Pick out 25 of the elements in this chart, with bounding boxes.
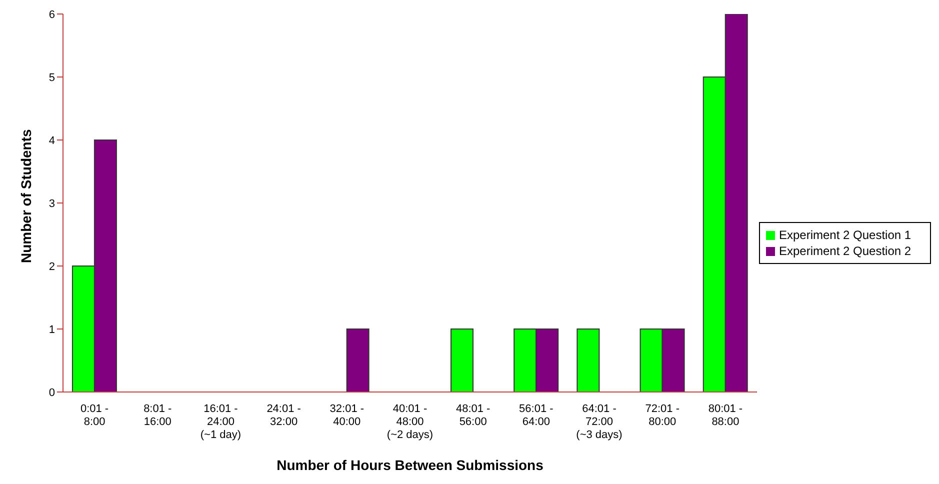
x-tick-label: 80:01 - 88:00: [708, 403, 743, 428]
y-tick-label: 1: [48, 324, 55, 336]
bar: [346, 328, 370, 392]
x-tick-label: 48:01 - 56:00: [456, 403, 491, 428]
bar: [450, 328, 474, 392]
y-tick-label: 2: [48, 260, 55, 273]
x-tick-label: 72:01 - 80:00: [645, 403, 680, 428]
bar: [576, 328, 600, 392]
x-tick-label: 0:01 - 8:00: [80, 403, 109, 428]
legend-label: Experiment 2 Question 1: [779, 228, 912, 242]
x-axis-title: Number of Hours Between Submissions: [276, 457, 544, 473]
y-tick-label: 5: [48, 72, 55, 84]
x-tick-label: 8:01 - 16:00: [144, 403, 172, 428]
x-tick-label: 16:01 - 24:00 (~1 day): [200, 403, 242, 441]
y-tick-label: 0: [48, 386, 55, 399]
x-tick-label: 64:01 - 72:00 (~3 days): [576, 403, 622, 441]
legend-label: Experiment 2 Question 2: [779, 244, 912, 258]
y-tick-label: 6: [48, 8, 55, 21]
y-tick-label: 3: [48, 198, 55, 210]
x-tick-label: 40:01 - 48:00 (~2 days): [386, 403, 434, 441]
x-tick-label: 56:01 - 64:00: [519, 403, 554, 428]
y-tick-label: 4: [48, 134, 55, 147]
y-axis-title: Number of Students: [18, 129, 34, 263]
x-tick-label: 32:01 - 40:00: [330, 403, 364, 428]
x-tick-label: 24:01 - 32:00: [266, 403, 302, 428]
